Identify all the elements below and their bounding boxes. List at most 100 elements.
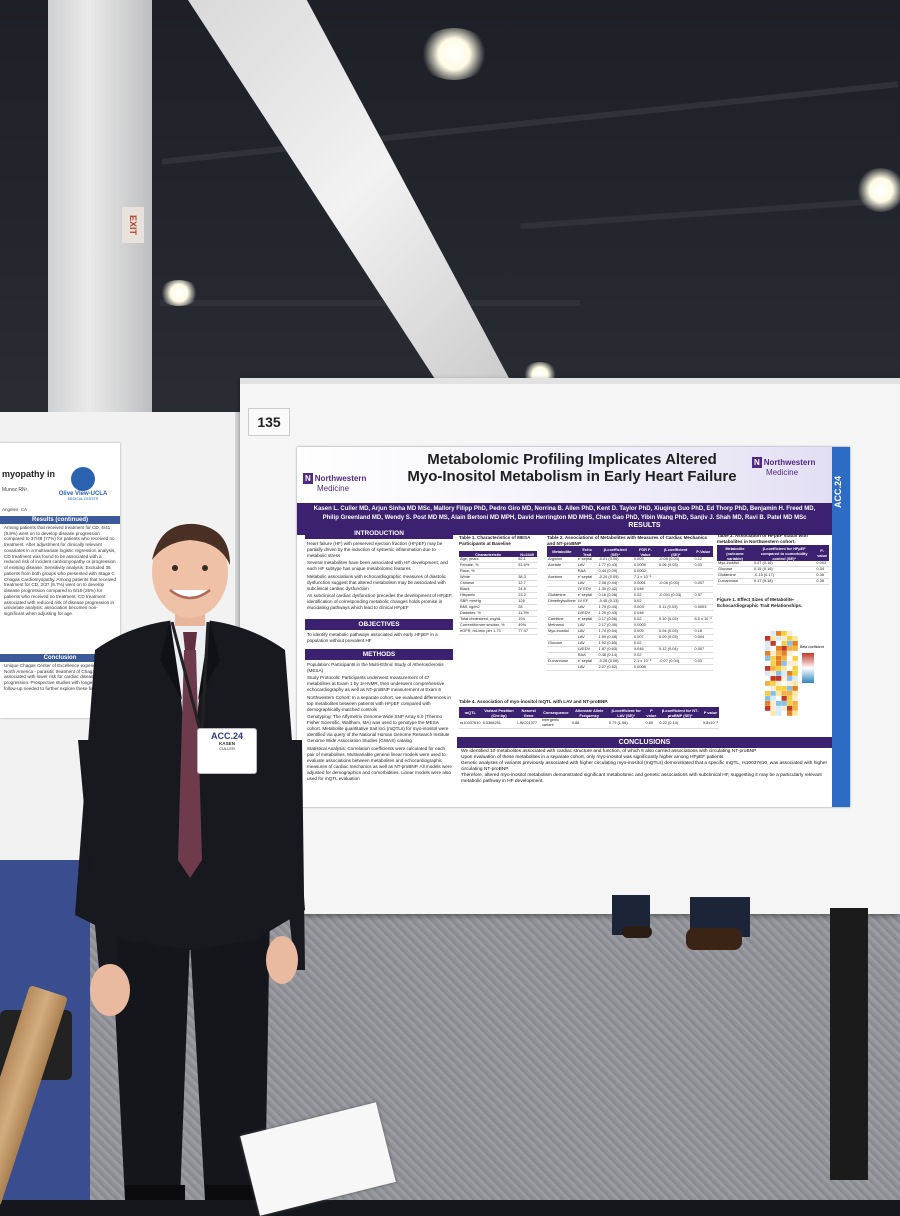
table-cell: 0.06 (0.03) bbox=[658, 563, 694, 570]
conclusions-heading: CONCLUSIONS bbox=[457, 737, 832, 748]
table-cell: Myo-inositol bbox=[717, 560, 753, 568]
table-cell bbox=[693, 568, 713, 576]
heatmap-cell bbox=[781, 646, 787, 651]
table-cell: RAA bbox=[576, 652, 598, 659]
heatmap-cell bbox=[776, 661, 782, 666]
table-cell: Methanol bbox=[547, 622, 577, 629]
heatmap-cell bbox=[776, 671, 782, 676]
table-cell bbox=[547, 634, 577, 641]
table-cell: 0.38 bbox=[815, 578, 829, 586]
heatmap-cell bbox=[765, 646, 771, 651]
heatmap-cell bbox=[770, 661, 776, 666]
left-poster-authors: Munoz RN¹, bbox=[2, 487, 29, 493]
table-cell: LAV bbox=[576, 634, 598, 641]
presenter-trousers-right bbox=[190, 910, 270, 1200]
table-cell: 0.046 bbox=[632, 646, 659, 653]
table-row: LV EDV 1.30 (0.42) 0.046 bbox=[547, 586, 713, 593]
table4-title: Table 4. Association of myo-inositol mQT… bbox=[459, 699, 609, 704]
table-cell bbox=[547, 586, 577, 593]
table-row: Diabetes, % 11.3% bbox=[459, 610, 537, 617]
table-cell: LAV bbox=[576, 664, 598, 671]
presenter-lapel bbox=[160, 620, 182, 700]
table-cell: e' septal bbox=[576, 616, 598, 623]
badge-event-logo: ACC.24 bbox=[210, 731, 243, 741]
presenter-left-sleeve bbox=[78, 740, 118, 980]
heatmap-cell bbox=[770, 656, 776, 661]
table-cell: Dimethylsulfone bbox=[547, 598, 577, 605]
table-cell: Glucose bbox=[547, 640, 577, 647]
table-cell: LINC01377 bbox=[516, 718, 541, 729]
introduction-heading: INTRODUCTION bbox=[305, 528, 453, 539]
poster-title-bar bbox=[297, 447, 832, 505]
table-cell: 1.30 (0.42) bbox=[597, 586, 633, 593]
table-cell: D-mannose bbox=[717, 578, 753, 586]
effect-size-heatmap bbox=[765, 631, 798, 716]
heatmap-cell bbox=[787, 681, 793, 686]
objectives-heading: OBJECTIVES bbox=[305, 619, 453, 630]
table-cell: 0.004 bbox=[693, 634, 713, 641]
table-cell: 0.02 bbox=[632, 616, 659, 623]
table-cell: 1.79 (0.44) bbox=[597, 604, 633, 611]
heatmap-cell bbox=[770, 711, 776, 716]
heatmap-cell bbox=[765, 651, 771, 656]
heatmap-cell bbox=[781, 671, 787, 676]
table-cell: 9.8x10⁻³ bbox=[701, 718, 719, 729]
left-poster-results-head: Results (continued) bbox=[0, 516, 120, 524]
heatmap-cell bbox=[776, 646, 782, 651]
table2-body: Arginine e' septal -0.21 (0.06) 0.003 -0.05 … bbox=[547, 556, 713, 671]
table-row: RAA 0.44 (0.09) 0.0002 bbox=[547, 568, 713, 576]
left-poster-conclusion-head: Conclusion bbox=[0, 654, 120, 662]
northwestern-logo-left: N Northwestern Medicine bbox=[303, 473, 367, 493]
heatmap-cell bbox=[776, 666, 782, 671]
table-row: Acetate LAV 1.77 (0.43) 0.0005 0.06 (0.03) 0.… bbox=[547, 563, 713, 570]
heatmap-cell bbox=[792, 681, 798, 686]
heatmap-cell bbox=[792, 691, 798, 696]
heatmap-cell bbox=[765, 686, 771, 691]
table-cell: Total cholesterol, mg/dL bbox=[459, 616, 518, 623]
ceiling-beam bbox=[520, 196, 900, 230]
table3: Metabolite (outcome variable) β-coeffici… bbox=[717, 545, 829, 586]
badge-last-name: CULLER bbox=[219, 746, 235, 751]
presenter-face bbox=[152, 526, 228, 618]
table-cell: Arginine bbox=[547, 556, 577, 564]
heatmap-cell bbox=[787, 696, 793, 701]
heatmap-cell bbox=[781, 631, 787, 636]
table-cell: 0.12 bbox=[693, 556, 713, 564]
heatmap-cell bbox=[770, 646, 776, 651]
table-cell: 1.87 (0.63) bbox=[597, 646, 633, 653]
heatmap-cell bbox=[776, 656, 782, 661]
table-cell bbox=[693, 574, 713, 582]
table-row: Methanol LAV 2.17 (0.49) 0.0003 bbox=[547, 622, 713, 629]
table-cell: 0.009 bbox=[632, 628, 659, 635]
heatmap-cell bbox=[787, 701, 793, 706]
heatmap-cell bbox=[781, 656, 787, 661]
table-row: D-mannose e' septal -0.28 (0.06) 2.1 x 10⁻⁵… bbox=[547, 658, 713, 665]
heatmap-cell bbox=[781, 681, 787, 686]
heatmap-cell bbox=[781, 686, 787, 691]
table-row: LAV 2.07 (0.52) 0.0008 bbox=[547, 664, 713, 671]
table-cell: 0.046 bbox=[632, 586, 659, 593]
table-cell: 0.007 bbox=[693, 646, 713, 653]
exit-sign: EXIT bbox=[122, 207, 144, 243]
heatmap-cell bbox=[792, 706, 798, 711]
table-cell: 0.10 (0.03) bbox=[658, 616, 694, 623]
table-cell: Current/former smoker, % bbox=[459, 622, 518, 629]
heatmap-cell bbox=[776, 701, 782, 706]
presenter-shoe bbox=[125, 1185, 185, 1200]
table-row: Myo-inositol 0.47 (0.16) 0.003 bbox=[717, 560, 829, 568]
heatmap-cell bbox=[792, 631, 798, 636]
conclusions-text: We identified 10 metabolites associated … bbox=[461, 749, 828, 784]
table-cell bbox=[693, 664, 713, 671]
heatmap-cell bbox=[770, 691, 776, 696]
table-cell bbox=[547, 604, 577, 611]
heatmap-cell bbox=[765, 671, 771, 676]
table3-title: Table 3. Association of HFpEF status wit… bbox=[717, 533, 808, 544]
table-cell: 2.1 x 10⁻⁵ bbox=[632, 658, 659, 665]
table-cell: 0.0003 bbox=[693, 604, 713, 611]
presenter-shoe bbox=[205, 1185, 265, 1200]
heatmap-cell bbox=[781, 676, 787, 681]
table-row: eGFR, mL/min per 1.73 77.47 bbox=[459, 628, 537, 635]
northwestern-logo-right: N Northwestern Medicine bbox=[752, 457, 816, 477]
heatmap-cell bbox=[776, 676, 782, 681]
heatmap-cell bbox=[792, 656, 798, 661]
